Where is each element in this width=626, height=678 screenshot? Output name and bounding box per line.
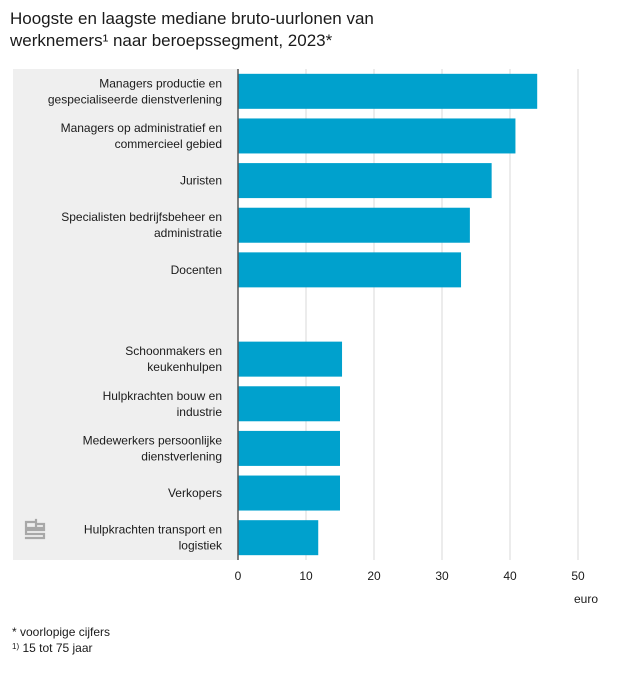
category-label: Managers op administratief en commercieel… — [61, 121, 222, 151]
x-tick-label: 10 — [299, 569, 313, 583]
chart-title: Hoogste en laagste mediane bruto-uurlone… — [10, 8, 610, 52]
bar-chart: Managers productie en gespecialiseerde di… — [13, 69, 598, 606]
cbs-logo-c-icon — [24, 520, 36, 530]
footnote-preliminary: * voorlopige cijfers — [12, 625, 111, 639]
bar — [238, 430, 340, 466]
category-label-line: gespecialiseerde dienstverlening — [48, 92, 222, 106]
footnote-age-text: 15 tot 75 jaar — [19, 641, 93, 655]
bar — [238, 118, 516, 154]
category-label: Medewerkers persoonlijke dienstverlening — [83, 433, 223, 463]
x-tick-label: 20 — [367, 569, 381, 583]
category-label-line: logistiek — [179, 539, 223, 553]
category-labels: Managers productie en gespecialiseerde di… — [48, 76, 223, 552]
category-label: Juristen — [180, 174, 222, 188]
cbs-logo-s-icon — [24, 528, 46, 540]
category-label-line: Managers productie en — [99, 76, 222, 90]
x-tick-labels: 0 10 20 30 40 50 — [235, 569, 585, 583]
category-label: Schoonmakers en keukenhulpen — [125, 344, 222, 374]
category-label-line: dienstverlening — [141, 449, 222, 463]
category-label-line: Schoonmakers en — [125, 344, 222, 358]
label-panel — [13, 69, 238, 560]
category-label: Hulpkrachten bouw en industrie — [103, 389, 223, 419]
category-label-line: industrie — [177, 405, 223, 419]
bar — [238, 341, 343, 377]
category-label-line: Verkopers — [168, 486, 222, 500]
category-label-line: Managers op administratief en — [61, 121, 222, 135]
bar — [238, 475, 340, 511]
x-tick-label: 30 — [435, 569, 449, 583]
x-tick-label: 40 — [503, 569, 517, 583]
category-label-line: Docenten — [171, 263, 222, 277]
category-label: Managers productie en gespecialiseerde di… — [48, 76, 222, 106]
category-label-line: Medewerkers persoonlijke — [83, 433, 223, 447]
category-label: Verkopers — [168, 486, 222, 500]
category-label-line: keukenhulpen — [147, 360, 222, 374]
footnotes: * voorlopige cijfers 1) 15 tot 75 jaar — [12, 624, 110, 656]
bar — [238, 252, 462, 288]
x-axis-label: euro — [574, 592, 598, 606]
category-label: Docenten — [171, 263, 222, 277]
category-label-line: Juristen — [180, 174, 222, 188]
bar — [238, 386, 340, 422]
chart-title-line-2: werknemers¹ naar beroepssegment, 2023* — [10, 31, 333, 50]
category-label-line: Specialisten bedrijfsbeheer en — [61, 210, 222, 224]
category-label-line: Hulpkrachten transport en — [84, 523, 222, 537]
bar — [238, 163, 492, 199]
footnote-age-range: 1) 15 tot 75 jaar — [12, 640, 110, 656]
footnote-marker: 1) — [12, 642, 20, 651]
category-label: Specialisten bedrijfsbeheer en administra… — [61, 210, 222, 240]
category-label: Hulpkrachten transport en logistiek — [84, 523, 223, 553]
x-tick-label: 0 — [235, 569, 242, 583]
category-label-line: administratie — [154, 226, 222, 240]
chart-title-line-1: Hoogste en laagste mediane bruto-uurlone… — [10, 9, 374, 28]
category-label-line: commercieel gebied — [115, 137, 222, 151]
bar — [238, 520, 319, 556]
cbs-logo-b-icon — [34, 518, 46, 530]
bar — [238, 207, 470, 243]
bar — [238, 73, 538, 109]
cbs-logo — [24, 518, 46, 540]
x-tick-label: 50 — [571, 569, 585, 583]
bars — [238, 73, 538, 556]
category-label-line: Hulpkrachten bouw en — [103, 389, 222, 403]
